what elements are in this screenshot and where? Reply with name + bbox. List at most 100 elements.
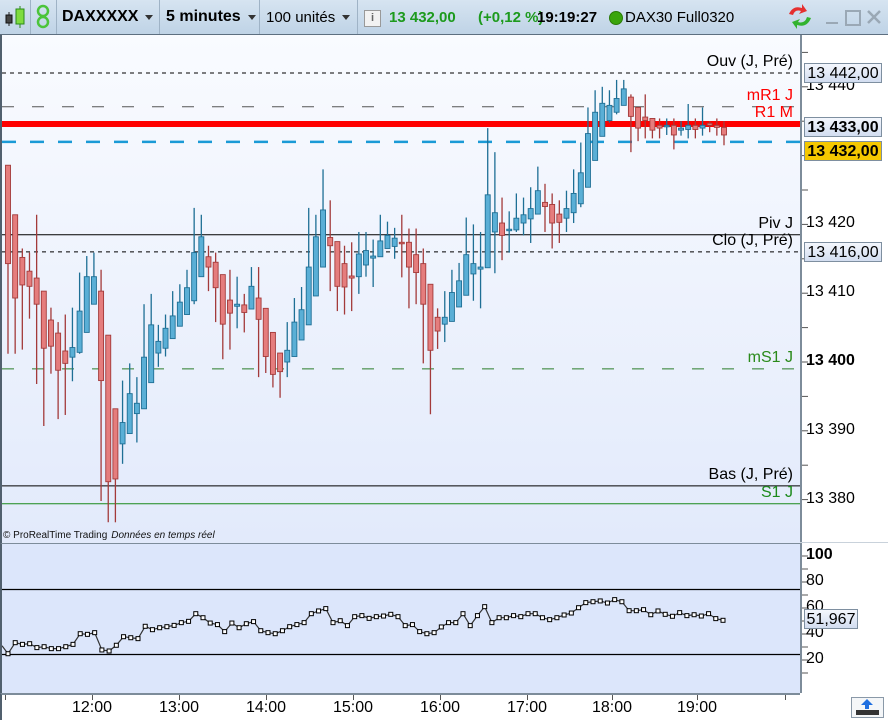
candle[interactable] bbox=[219, 274, 226, 360]
candle[interactable] bbox=[527, 187, 534, 243]
candle[interactable] bbox=[678, 121, 684, 136]
candle[interactable] bbox=[434, 308, 441, 349]
close-icon[interactable] bbox=[866, 9, 882, 25]
candle[interactable] bbox=[413, 228, 420, 305]
candle[interactable] bbox=[148, 293, 155, 384]
candle[interactable] bbox=[162, 314, 169, 357]
candle[interactable] bbox=[48, 307, 54, 374]
candle[interactable] bbox=[98, 269, 105, 501]
candle[interactable] bbox=[420, 248, 427, 364]
minimize-icon[interactable] bbox=[826, 22, 838, 24]
candle[interactable] bbox=[534, 166, 541, 215]
candle[interactable] bbox=[19, 248, 26, 350]
candle[interactable] bbox=[255, 267, 262, 378]
refresh-icon[interactable] bbox=[785, 0, 815, 34]
candle[interactable] bbox=[477, 231, 484, 309]
candle[interactable] bbox=[663, 118, 670, 135]
candle[interactable] bbox=[377, 214, 384, 258]
candle[interactable] bbox=[685, 104, 692, 139]
symbol-select[interactable]: DAXXXXX bbox=[57, 0, 160, 34]
candle[interactable] bbox=[198, 214, 205, 278]
time-axis[interactable]: 12:00 13:00 14:00 15:00 16:00 17:00 18:00 19:00 bbox=[0, 693, 800, 720]
candle[interactable] bbox=[706, 121, 713, 133]
candle[interactable] bbox=[105, 334, 112, 523]
candle[interactable] bbox=[184, 269, 190, 315]
candle[interactable] bbox=[549, 193, 556, 249]
candle[interactable] bbox=[491, 152, 498, 274]
candle[interactable] bbox=[721, 121, 727, 146]
candle[interactable] bbox=[62, 314, 69, 415]
expand-panels-button[interactable] bbox=[851, 697, 884, 718]
candle[interactable] bbox=[513, 193, 520, 232]
candle[interactable] bbox=[670, 118, 677, 150]
candle[interactable] bbox=[470, 224, 477, 301]
candle[interactable] bbox=[155, 324, 162, 367]
candle[interactable] bbox=[620, 79, 627, 106]
candle[interactable] bbox=[699, 107, 706, 136]
candle[interactable] bbox=[169, 291, 176, 340]
candle[interactable] bbox=[563, 190, 570, 232]
candle[interactable] bbox=[5, 164, 11, 354]
candle[interactable] bbox=[205, 245, 212, 292]
candle[interactable] bbox=[262, 307, 269, 374]
link-button[interactable] bbox=[31, 0, 57, 34]
candle[interactable] bbox=[570, 169, 577, 224]
candle[interactable] bbox=[406, 228, 412, 309]
price-chart-panel[interactable] bbox=[0, 35, 802, 543]
timeframe-select[interactable]: 5 minutes bbox=[161, 0, 260, 34]
candle[interactable] bbox=[241, 293, 248, 333]
candle[interactable] bbox=[248, 267, 255, 310]
candle[interactable] bbox=[327, 200, 334, 292]
candle[interactable] bbox=[334, 241, 341, 312]
candle[interactable] bbox=[191, 207, 198, 305]
maximize-icon[interactable] bbox=[845, 10, 861, 26]
candle[interactable] bbox=[713, 118, 720, 136]
candle[interactable] bbox=[320, 169, 326, 268]
candle[interactable] bbox=[277, 352, 284, 398]
candle[interactable] bbox=[427, 283, 434, 415]
candle[interactable] bbox=[112, 408, 119, 523]
candle[interactable] bbox=[649, 117, 656, 139]
candle[interactable] bbox=[606, 90, 613, 123]
candle[interactable] bbox=[613, 79, 620, 115]
candle[interactable] bbox=[463, 217, 470, 296]
candle[interactable] bbox=[441, 291, 448, 343]
candle[interactable] bbox=[90, 252, 97, 305]
chart-type-button[interactable] bbox=[0, 0, 31, 34]
candle[interactable] bbox=[635, 106, 642, 142]
candle[interactable] bbox=[448, 269, 455, 322]
candle[interactable] bbox=[577, 142, 584, 208]
candle[interactable] bbox=[76, 272, 83, 354]
candle[interactable] bbox=[599, 86, 606, 137]
candle[interactable] bbox=[176, 284, 183, 327]
candle[interactable] bbox=[284, 322, 291, 378]
candle[interactable] bbox=[119, 380, 126, 464]
candle[interactable] bbox=[627, 94, 634, 153]
candle[interactable] bbox=[398, 214, 405, 278]
candle[interactable] bbox=[592, 90, 599, 161]
candle[interactable] bbox=[212, 252, 219, 323]
candle[interactable] bbox=[269, 331, 276, 388]
candle[interactable] bbox=[456, 262, 463, 308]
candle[interactable] bbox=[363, 231, 369, 277]
candle[interactable] bbox=[133, 377, 140, 443]
candle[interactable] bbox=[692, 118, 699, 139]
candle[interactable] bbox=[355, 231, 362, 294]
candle[interactable] bbox=[370, 239, 377, 288]
candle[interactable] bbox=[556, 200, 563, 243]
candle[interactable] bbox=[291, 298, 298, 357]
candle[interactable] bbox=[585, 107, 591, 188]
candle[interactable] bbox=[69, 307, 76, 382]
candle[interactable] bbox=[484, 128, 491, 269]
candle[interactable] bbox=[40, 290, 47, 426]
candle[interactable] bbox=[384, 221, 391, 249]
candle[interactable] bbox=[506, 211, 513, 253]
candle[interactable] bbox=[391, 227, 398, 259]
candle[interactable] bbox=[656, 118, 663, 139]
candle[interactable] bbox=[234, 276, 241, 329]
candle[interactable] bbox=[12, 214, 19, 354]
candle[interactable] bbox=[341, 245, 348, 315]
candle[interactable] bbox=[33, 214, 40, 385]
candle[interactable] bbox=[298, 287, 305, 341]
candle[interactable] bbox=[126, 363, 133, 435]
